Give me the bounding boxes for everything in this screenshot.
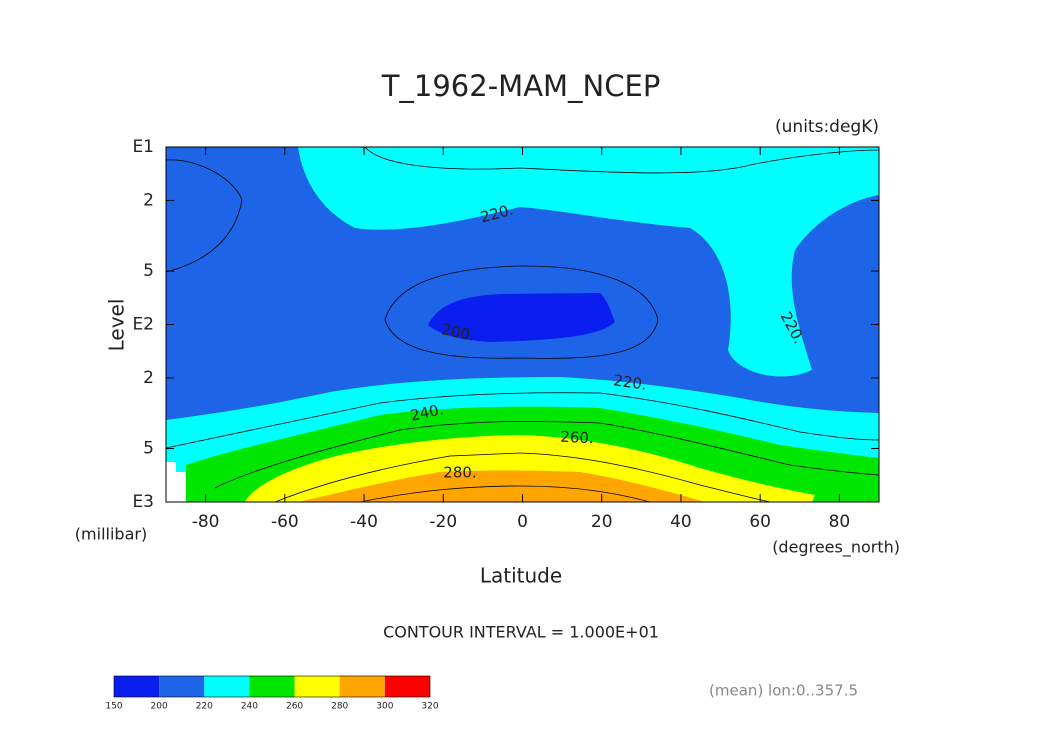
colorbar-swatch [339, 676, 385, 697]
contour-line [166, 159, 243, 273]
y-tick-label: E1 [132, 137, 154, 157]
y-tick-label: E2 [132, 315, 154, 335]
units: (units:degK) [775, 117, 879, 137]
contour-label: 280. [443, 464, 476, 482]
colorbar-frame [113, 675, 431, 698]
colorbar-swatch [294, 676, 340, 697]
y-tick-label: 2 [143, 190, 154, 210]
contour-field [166, 147, 879, 502]
note: (mean) lon:0..357.5 [709, 682, 858, 700]
x-tick-label: 60 [749, 512, 771, 532]
colorbar-swatch [114, 676, 160, 697]
chart-title: T_1962-MAM_NCEP [381, 69, 661, 103]
contour-line [214, 421, 879, 489]
x-axis-label: Latitude [480, 564, 562, 588]
colorbar-swatch [249, 676, 295, 697]
x-tick-label: -40 [350, 512, 378, 532]
x-tick-label: -20 [429, 512, 457, 532]
contour-line [359, 485, 651, 502]
colorbar-swatch [384, 676, 430, 697]
x-tick-label: -80 [192, 512, 220, 532]
colorbar-label: 320 [421, 702, 438, 712]
colorbar-label: 150 [105, 702, 122, 712]
missing-data [166, 462, 186, 502]
x-tick-label: 20 [591, 512, 613, 532]
band [428, 293, 615, 342]
contour-label: 220. [612, 371, 648, 393]
y-tick-label: 5 [143, 261, 154, 281]
x-units: (degrees_north) [772, 538, 900, 558]
colorbar-label: 200 [151, 702, 168, 712]
contour-line [384, 265, 659, 359]
y-tick-label: 5 [143, 439, 154, 459]
colorbar-label: 240 [241, 702, 258, 712]
x-tick-label: -60 [271, 512, 299, 532]
contour-interval: CONTOUR INTERVAL = 1.000E+01 [383, 623, 659, 642]
y-tick-label: E3 [132, 492, 154, 512]
x-tick-label: 40 [670, 512, 692, 532]
contour-line [166, 392, 879, 449]
contour-label: 260. [560, 428, 594, 448]
colorbar-swatch [159, 676, 205, 697]
colorbar-swatch [204, 676, 250, 697]
colorbar-label: 220 [196, 702, 213, 712]
y-axis-label: Level [105, 299, 129, 352]
colorbar-label: 300 [376, 702, 393, 712]
colorbar-label: 260 [286, 702, 303, 712]
band [298, 147, 879, 377]
x-tick-label: 0 [517, 512, 528, 532]
x-tick-label: 80 [829, 512, 851, 532]
contour-line [274, 452, 771, 502]
contour-line [364, 147, 879, 174]
y-units: (millibar) [75, 525, 147, 544]
colorbar-label: 280 [331, 702, 348, 712]
y-tick-label: 2 [143, 368, 154, 388]
